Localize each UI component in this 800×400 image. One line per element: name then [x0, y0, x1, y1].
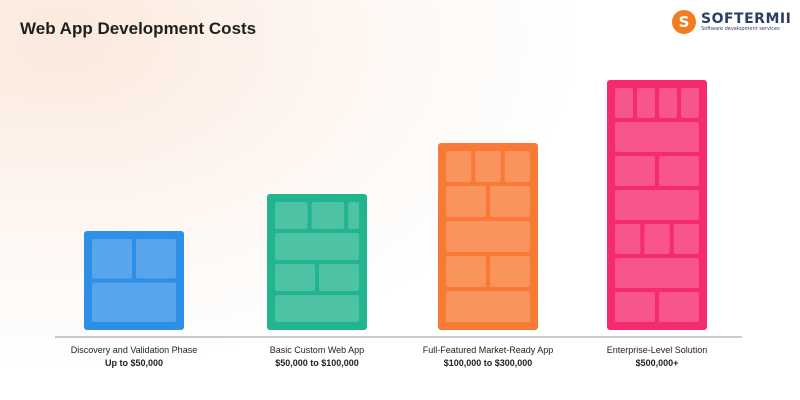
category-label-0: Discovery and Validation Phase Up to $50,…	[39, 345, 229, 368]
bar-3	[607, 80, 707, 330]
bar-3-brick	[659, 88, 677, 118]
bar-0-brick	[92, 282, 176, 322]
bar-1-brick	[319, 264, 359, 291]
bar-3-brick	[615, 190, 699, 220]
bar-3-brick	[615, 224, 641, 254]
bar-2-brick	[504, 151, 530, 182]
logo-tagline: Software development services	[701, 26, 780, 32]
bar-2-brick	[446, 186, 486, 217]
bar-2-brick	[490, 186, 530, 217]
bar-3-brick	[615, 292, 655, 322]
bar-3-brick	[659, 156, 699, 186]
softermii-logo: S SOFTERMII Software development service…	[672, 10, 791, 34]
bar-3-brick	[659, 292, 699, 322]
bar-0-brick	[136, 239, 176, 279]
value-label-1: $50,000 to $100,000	[275, 358, 359, 368]
bar-3-brick	[615, 258, 699, 288]
bar-2-brick	[475, 151, 501, 182]
bar-0-brick	[92, 239, 132, 279]
category-label-3: Enterprise-Level Solution $500,000+	[562, 345, 752, 368]
bar-3-brick	[615, 156, 655, 186]
bar-3-brick	[644, 224, 670, 254]
bar-3-brick	[681, 88, 699, 118]
value-label-2: $100,000 to $300,000	[443, 358, 533, 368]
bar-1-brick	[275, 202, 308, 229]
bar-1-brick	[348, 202, 359, 229]
bar-2-brick	[446, 221, 530, 252]
bar-1	[267, 194, 367, 330]
bar-3-brick	[615, 88, 633, 118]
category-label-2: Full-Featured Market-Ready App $100,000 t…	[393, 345, 583, 368]
bar-3-brick	[615, 122, 699, 152]
bar-2-brick	[446, 151, 472, 182]
bar-3-brick	[637, 88, 655, 118]
chart-title: Web App Development Costs	[20, 19, 257, 38]
bar-1-brick	[275, 264, 315, 291]
bar-2-brick	[446, 291, 530, 322]
bar-3-brick	[673, 224, 699, 254]
bar-0	[84, 231, 184, 330]
bar-2-brick	[490, 256, 530, 287]
bar-1-brick	[275, 233, 359, 260]
value-label-0: Up to $50,000	[104, 358, 164, 368]
bar-1-brick	[275, 295, 359, 322]
value-label-3: $500,000+	[635, 358, 679, 368]
category-label-1: Basic Custom Web App $50,000 to $100,000	[222, 345, 412, 368]
bar-2-brick	[446, 256, 486, 287]
bar-1-brick	[311, 202, 345, 229]
bar-2	[438, 143, 538, 330]
logo-mark-icon: S	[672, 10, 696, 34]
logo-name: SOFTERMII	[701, 11, 792, 27]
